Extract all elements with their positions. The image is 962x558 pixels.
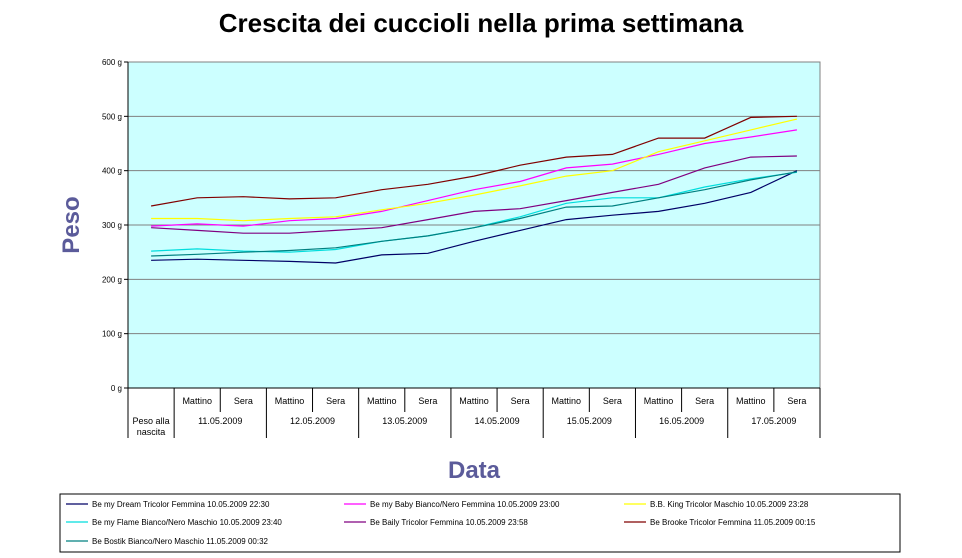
legend-label: Be Baily Tricolor Femmina 10.05.2009 23:…	[370, 518, 528, 527]
y-tick-label: 0 g	[111, 384, 122, 393]
x-axis-title: Data	[448, 457, 501, 484]
legend-label: Be my Baby Bianco/Nero Femmina 10.05.200…	[370, 500, 560, 509]
series-line-6	[150, 115, 797, 207]
series-line-3	[151, 118, 798, 222]
y-tick-label: 500 g	[102, 112, 122, 121]
x-category-label: nascita	[137, 427, 166, 437]
x-daypart-label: Mattino	[736, 396, 766, 406]
series-lines	[150, 115, 798, 264]
x-daypart-label: Sera	[787, 396, 806, 406]
x-daypart-label: Sera	[326, 396, 345, 406]
x-date-label: 12.05.2009	[290, 416, 335, 426]
x-daypart-label: Mattino	[552, 396, 582, 406]
y-tick-label: 600 g	[102, 58, 122, 67]
legend-label: B.B. King Tricolor Maschio 10.05.2009 23…	[650, 500, 809, 509]
series-line-1	[151, 170, 798, 264]
x-daypart-label: Mattino	[459, 396, 489, 406]
legend-label: Be my Dream Tricolor Femmina 10.05.2009 …	[92, 500, 270, 509]
y-axis-ticks: 0 g 100 g 200 g 300 g 400 g 500 g 600 g	[102, 58, 129, 393]
x-daypart-label: Mattino	[367, 396, 397, 406]
x-date-label: 15.05.2009	[567, 416, 612, 426]
legend-label: Be my Flame Bianco/Nero Maschio 10.05.20…	[92, 518, 282, 527]
x-daypart-label: Sera	[511, 396, 530, 406]
y-tick-label: 100 g	[102, 330, 122, 339]
x-daypart-label: Sera	[418, 396, 437, 406]
series-line-7	[151, 171, 798, 257]
x-date-label: 11.05.2009	[198, 416, 242, 426]
y-axis-title: Peso	[58, 196, 85, 253]
x-daypart-label: Sera	[234, 396, 253, 406]
x-daypart-label: Mattino	[182, 396, 212, 406]
chart-title: Crescita dei cuccioli nella prima settim…	[219, 8, 744, 38]
legend-label: Be Bostik Bianco/Nero Maschio 11.05.2009…	[92, 537, 269, 546]
legend-box	[59, 493, 901, 553]
y-tick-label: 200 g	[102, 275, 122, 284]
x-daypart-label: Mattino	[644, 396, 674, 406]
x-date-label: 17.05.2009	[751, 416, 796, 426]
x-daypart-label: Mattino	[275, 396, 305, 406]
x-category-label: Peso alla	[133, 416, 170, 426]
x-daypart-label: Sera	[695, 396, 714, 406]
x-date-label: 13.05.2009	[382, 416, 427, 426]
x-date-label: 14.05.2009	[475, 416, 520, 426]
y-tick-label: 300 g	[102, 221, 122, 230]
series-line-5	[151, 155, 797, 234]
x-date-label: 16.05.2009	[659, 416, 704, 426]
legend-label: Be Brooke Tricolor Femmina 11.05.2009 00…	[650, 518, 816, 527]
series-line-2	[151, 129, 797, 227]
y-tick-label: 400 g	[102, 167, 122, 176]
x-daypart-label: Sera	[603, 396, 622, 406]
gridlines	[128, 115, 820, 335]
legend: Be my Dream Tricolor Femmina 10.05.2009 …	[66, 500, 816, 546]
